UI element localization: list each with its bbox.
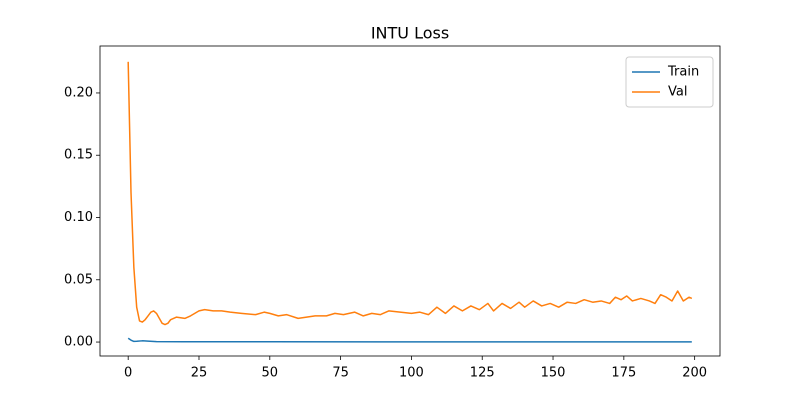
line-series: [127, 61, 693, 326]
legend-box: [625, 56, 714, 108]
x-tick-label: 150: [541, 366, 566, 381]
y-tick-label: 0.00: [64, 335, 93, 350]
x-tick-label: 0: [124, 366, 132, 381]
x-tick-label: 100: [399, 366, 424, 381]
x-tick-label: 50: [262, 366, 279, 381]
axes-frame: [99, 45, 721, 357]
y-tick-label: 0.15: [64, 148, 93, 163]
x-tick-label: 175: [611, 366, 636, 381]
y-tick-label: 0.10: [64, 210, 93, 225]
x-tick-label: 125: [470, 366, 495, 381]
y-tick-label: 0.20: [64, 85, 93, 100]
y-tick-label: 0.05: [64, 272, 93, 287]
legend-label: Val: [668, 85, 687, 100]
x-tick-label: 75: [332, 366, 349, 381]
x-tick-label: 200: [682, 366, 707, 381]
line-series: [127, 337, 692, 343]
legend-label: Train: [667, 65, 699, 80]
x-tick-label: 25: [191, 366, 208, 381]
chart-title: INTU Loss: [371, 24, 449, 43]
